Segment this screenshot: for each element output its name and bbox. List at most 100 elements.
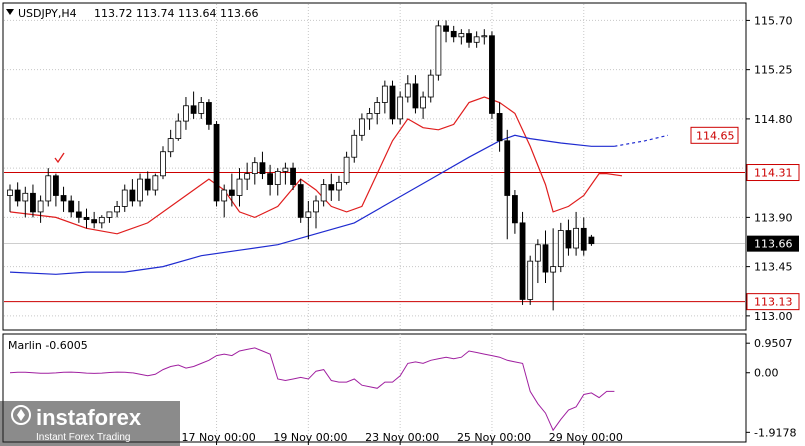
candle-body <box>397 96 404 120</box>
candle-body <box>290 167 296 185</box>
main-panel-frame <box>2 2 747 331</box>
price-tick-label: 115.25 <box>754 64 793 77</box>
candle-body <box>343 156 350 183</box>
candle-body <box>244 173 251 180</box>
candle-body <box>557 230 564 268</box>
candle-body <box>53 175 59 196</box>
candle-body <box>473 36 480 43</box>
candle-body <box>121 189 128 207</box>
candle-body <box>565 230 572 249</box>
projected-price-tag <box>690 126 739 144</box>
grid <box>4 4 745 441</box>
indicator-label: Marlin -0.6005 <box>8 339 88 352</box>
candle-body <box>167 138 174 153</box>
candle-body <box>236 178 243 196</box>
candle-body <box>358 118 365 136</box>
candle-body <box>504 140 511 196</box>
level-price-label: 114.31 <box>754 167 793 180</box>
candle-body <box>267 173 274 185</box>
candle-body <box>443 25 449 32</box>
svg-text:Instant Forex Trading: Instant Forex Trading <box>36 432 131 443</box>
candle-body <box>14 189 21 202</box>
candle-body <box>282 167 289 172</box>
time-tick-label: 23 Nov 00:00 <box>365 431 439 444</box>
candle-body <box>75 211 82 218</box>
time-tick-label: 19 Nov 00:00 <box>273 431 347 444</box>
candle-body <box>198 102 205 114</box>
ma-line <box>614 134 669 147</box>
candle-body <box>274 171 281 185</box>
candle-body <box>83 216 90 220</box>
projected-price-label: 114.65 <box>696 129 735 142</box>
candle-body <box>152 175 159 191</box>
horizontal-levels: 114.65 <box>4 126 745 303</box>
candle-body <box>137 178 143 202</box>
candle-body <box>205 102 212 125</box>
candle-body <box>251 162 258 175</box>
candle-body <box>542 244 549 273</box>
candle-body <box>30 192 36 213</box>
price-tick-label: 114.80 <box>754 113 793 126</box>
candle-body <box>144 178 151 191</box>
candle-body <box>37 200 44 213</box>
time-axis: 17 Nov 00:00 19 Nov 00:00 23 Nov 00:00 25 N… <box>182 431 623 445</box>
candle-body <box>228 189 235 196</box>
price-tick-label: 113.00 <box>754 310 793 323</box>
current-price-tag <box>747 235 799 252</box>
candle-body <box>305 211 312 218</box>
candle-body <box>259 162 266 175</box>
candles <box>7 20 595 311</box>
candle-body <box>221 189 228 202</box>
candle-body <box>527 260 534 300</box>
ohlc-values: 113.72 113.74 113.64 113.66 <box>94 7 258 20</box>
svg-text:instaforex: instaforex <box>36 405 142 430</box>
candle-body <box>496 113 503 142</box>
candle-body <box>489 35 495 114</box>
candle-body <box>328 184 335 191</box>
dropdown-triangle-icon[interactable] <box>6 9 14 15</box>
price-axis: 115.70115.25114.80114.35113.90113.45113.… <box>746 14 800 323</box>
indicator-tick-label: 0.9507 <box>754 337 793 350</box>
price-tick-label: 113.90 <box>754 211 793 224</box>
candle-body <box>519 222 526 300</box>
candle-body <box>183 105 189 122</box>
current-price-label: 113.66 <box>754 238 793 251</box>
candle-body <box>106 211 113 218</box>
candle-body <box>374 102 381 114</box>
price-tick-label: 113.45 <box>754 261 793 274</box>
candle-body <box>129 189 136 202</box>
time-tick-label: 25 Nov 00:00 <box>457 431 531 444</box>
check-mark-icon <box>54 152 65 164</box>
candle-body <box>550 266 557 273</box>
candle-body <box>580 227 587 251</box>
candle-body <box>588 236 595 245</box>
candle-body <box>336 181 342 191</box>
candle-body <box>412 83 419 109</box>
candle-body <box>22 192 29 202</box>
candle-body <box>481 35 488 38</box>
candle-body <box>458 33 465 38</box>
symbol-label: USDJPY,H4 <box>18 7 77 20</box>
candle-body <box>466 33 472 43</box>
candle-body <box>512 195 518 224</box>
candle-body <box>114 206 120 213</box>
level-price-label: 113.13 <box>754 296 793 309</box>
candle-body <box>573 227 579 249</box>
candle-body <box>190 105 197 114</box>
marlin-line-start <box>9 371 133 374</box>
candle-body <box>450 30 457 38</box>
indicator-tick-label: -1.9178 <box>754 426 796 439</box>
candle-body <box>175 120 182 139</box>
candle-body <box>45 175 52 202</box>
candle-body <box>404 83 411 98</box>
marlin-indicator: 0.9507 0.00 -1.9178 <box>9 337 796 439</box>
candle-body <box>297 184 304 218</box>
marlin-line <box>132 347 615 432</box>
candle-body <box>534 244 541 262</box>
candle-body <box>366 113 373 120</box>
ma-line <box>9 134 615 275</box>
moving-averages <box>9 96 669 275</box>
indicator-tick-label: 0.00 <box>754 367 779 380</box>
candle-body <box>435 25 442 76</box>
